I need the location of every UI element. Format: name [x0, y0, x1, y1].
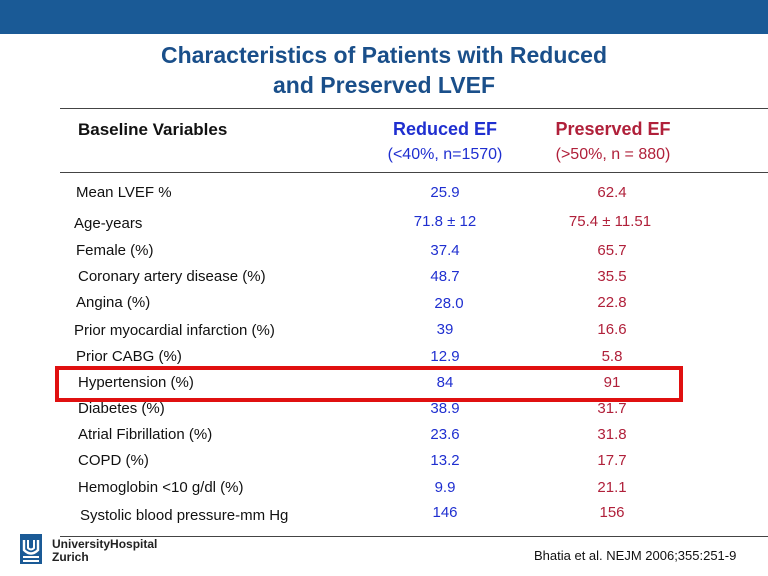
reduced-value: 23.6 [430, 426, 460, 443]
preserved-value: 22.8 [597, 294, 627, 311]
preserved-value: 17.7 [597, 452, 627, 469]
citation: Bhatia et al. NEJM 2006;355:251-9 [534, 548, 737, 563]
reduced-value: 12.9 [430, 348, 460, 365]
header-reduced-ef: Reduced EF [392, 119, 498, 139]
preserved-value: 65.7 [597, 242, 627, 259]
preserved-value: 31.7 [597, 400, 627, 417]
title-line-1: Characteristics of Patients with Reduced [160, 42, 608, 68]
row-label: Prior myocardial infarction (%) [74, 322, 275, 339]
header-preserved-ef: Preserved EF [555, 119, 671, 139]
reduced-value: 71.8 ± 12 [413, 213, 477, 230]
preserved-value: 62.4 [597, 184, 627, 201]
reduced-value: 28.0 [434, 295, 464, 312]
reduced-value: 146 [432, 504, 458, 521]
preserved-value: 156 [599, 504, 625, 521]
top-bar [0, 0, 768, 34]
reduced-value: 48.7 [430, 268, 460, 285]
table-top-rule [60, 108, 768, 109]
row-label: Atrial Fibrillation (%) [78, 426, 213, 443]
row-label: Hypertension (%) [78, 374, 194, 391]
preserved-value: 5.8 [601, 348, 623, 365]
logo-line-2: Zurich [52, 550, 89, 564]
preserved-value: 35.5 [597, 268, 627, 285]
reduced-value: 84 [436, 374, 454, 391]
preserved-value: 75.4 ± 11.51 [568, 213, 652, 230]
reduced-value: 25.9 [430, 184, 460, 201]
header-preserved-ef-sub: (>50%, n = 880) [555, 146, 671, 163]
reduced-value: 38.9 [430, 400, 460, 417]
row-label: Female (%) [76, 242, 154, 259]
reduced-value: 39 [436, 321, 454, 338]
row-label: Mean LVEF % [76, 184, 172, 201]
reduced-value: 13.2 [430, 452, 460, 469]
row-label: Coronary artery disease (%) [78, 268, 266, 285]
preserved-value: 91 [603, 374, 621, 391]
row-label: Prior CABG (%) [76, 348, 182, 365]
preserved-value: 31.8 [597, 426, 627, 443]
table-header-rule [60, 172, 768, 173]
preserved-value: 16.6 [597, 321, 627, 338]
logo-text: UniversityHospital Zurich [52, 538, 157, 564]
preserved-value: 21.1 [597, 479, 627, 496]
row-label: Age-years [74, 215, 143, 232]
header-reduced-ef-sub: (<40%, n=1570) [387, 146, 503, 163]
hypertension-highlight-box [55, 366, 683, 402]
title-line-2: and Preserved LVEF [273, 72, 495, 98]
logo-line-1: UniversityHospital [52, 537, 158, 551]
row-label: Diabetes (%) [78, 400, 165, 417]
slide-title: Characteristics of Patients with Reduced… [0, 40, 768, 100]
reduced-value: 37.4 [430, 242, 460, 259]
university-hospital-logo-icon [20, 534, 42, 564]
table-bottom-rule [60, 536, 768, 537]
row-label: Systolic blood pressure-mm Hg [80, 507, 289, 524]
row-label: COPD (%) [78, 452, 149, 469]
row-label: Hemoglobin <10 g/dl (%) [78, 479, 244, 496]
row-label: Angina (%) [76, 294, 151, 311]
header-baseline-variables: Baseline Variables [78, 120, 228, 139]
reduced-value: 9.9 [434, 479, 456, 496]
